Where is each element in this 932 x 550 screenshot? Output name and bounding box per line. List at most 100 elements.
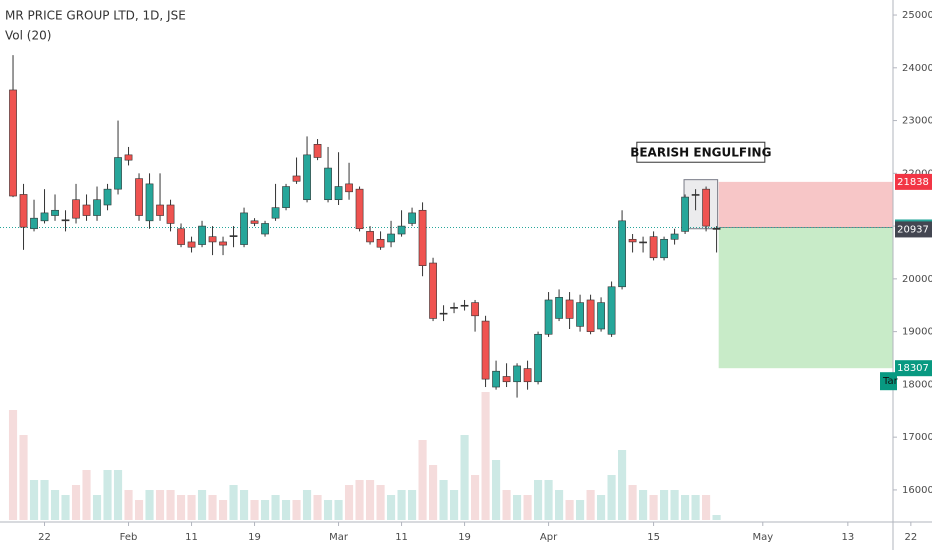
chart-title: MR PRICE GROUP LTD, 1D, JSE (5, 9, 186, 23)
volume-bar (376, 485, 385, 520)
volume-bar (523, 495, 532, 520)
x-tick-label: Feb (120, 532, 138, 543)
volume-bar (50, 490, 60, 520)
candle-body (618, 220, 626, 288)
volume-bar (61, 495, 70, 520)
y-tick-label: 25000 (902, 10, 932, 21)
target-price-label: 18307 (897, 363, 929, 374)
candle-body (177, 228, 185, 245)
pattern-highlight (683, 179, 719, 230)
volume-bar (628, 485, 637, 520)
candle-body (271, 207, 280, 219)
target-tag-bg (880, 372, 897, 391)
x-tick-label: 11 (185, 532, 198, 543)
y-tick-label: 24000 (902, 63, 932, 74)
candle-body (607, 286, 616, 335)
x-tick-label: 22 (904, 532, 917, 543)
volume-bar (197, 490, 207, 520)
candle-body (450, 307, 458, 309)
volume-bar (113, 470, 123, 520)
volume-bar (229, 485, 238, 520)
candle-body (82, 204, 91, 216)
candle-body (691, 194, 700, 196)
volume-bar (670, 490, 679, 520)
candle-body (324, 167, 332, 201)
volume-bar (470, 475, 480, 520)
volume-bar (145, 490, 154, 520)
volume-bar (491, 460, 501, 520)
candle-body (240, 212, 248, 245)
volume-bar (8, 410, 18, 520)
candle-body (576, 302, 584, 327)
y-tick-label: 23000 (902, 116, 932, 127)
y-tick-label: 20000 (902, 274, 932, 285)
candle-body (135, 178, 143, 216)
candle-body (586, 299, 595, 332)
volume-bar (208, 495, 217, 520)
volume-bar (239, 490, 249, 520)
volume-bar (554, 490, 564, 520)
candle-body (9, 89, 17, 197)
candle-body (19, 194, 28, 228)
y-tick-label: 19000 (902, 327, 932, 338)
volume-bar (586, 490, 595, 520)
volume-bar (260, 500, 270, 520)
volume-bar (218, 500, 228, 520)
volume-bar (660, 490, 669, 520)
volume-bar (428, 465, 438, 520)
candle-body (166, 204, 175, 224)
candle-body (670, 233, 679, 240)
volume-bar (355, 480, 364, 520)
volume-bar (250, 500, 259, 520)
candle-body (345, 183, 353, 193)
volume-bar (639, 490, 648, 520)
candle-body (114, 157, 122, 190)
volume-bar (103, 470, 112, 520)
candle-body (103, 188, 112, 206)
candle-body (628, 238, 637, 243)
volume-bar (313, 495, 322, 520)
candle-body (366, 231, 374, 243)
volume-bar (681, 495, 690, 520)
candle-body (72, 199, 80, 219)
candle-body (30, 217, 38, 230)
volume-bar (418, 440, 427, 520)
candle-body (93, 199, 101, 216)
volume-bar (449, 490, 459, 520)
candle-body (145, 183, 154, 222)
volume-bar (407, 490, 417, 520)
candle-body (229, 235, 238, 237)
candle-body (460, 304, 469, 307)
candle-body (597, 302, 605, 330)
candle-body (649, 236, 658, 259)
candle-body (40, 212, 49, 222)
volume-bar (712, 515, 721, 520)
candle-body (282, 186, 290, 208)
candle-body (61, 219, 70, 222)
volume-bar (649, 495, 658, 520)
stop-zone (718, 181, 893, 228)
target-zone (718, 227, 893, 369)
volume-bar (29, 480, 39, 520)
x-tick-label: 19 (458, 532, 471, 543)
annotation-box (636, 141, 766, 163)
candle-body (387, 233, 395, 243)
volume-bar (71, 485, 81, 520)
volume-bar (397, 490, 406, 520)
x-tick-label: 19 (248, 532, 261, 543)
x-tick-label: 15 (647, 532, 660, 543)
plot-area: BEARISH ENGULFING (0, 55, 893, 520)
y-tick-label: 17000 (902, 432, 932, 443)
candle-body (481, 320, 490, 380)
volume-bar (134, 500, 144, 520)
volume-bar (618, 450, 627, 520)
candle-body (523, 368, 532, 383)
volume-bar (702, 495, 711, 520)
indicator-label: Vol (20) (5, 29, 51, 43)
volume-bar (155, 490, 165, 520)
candle-body (303, 154, 311, 201)
x-tick-label: May (752, 532, 773, 543)
candle-body (544, 299, 553, 335)
candle-body (397, 225, 406, 235)
